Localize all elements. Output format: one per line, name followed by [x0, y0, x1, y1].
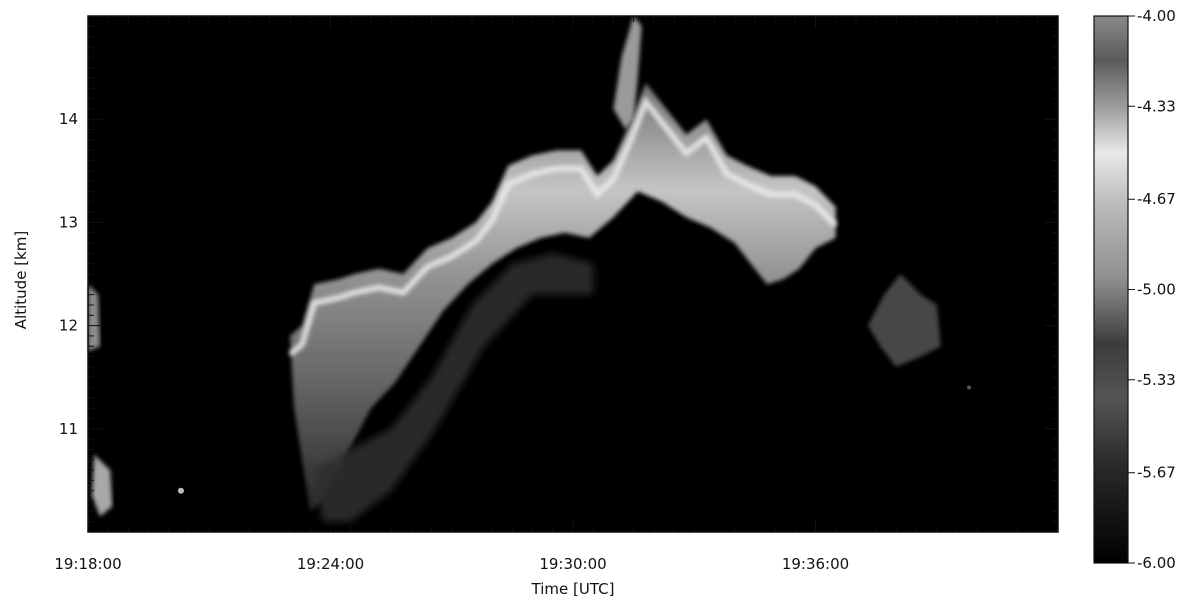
- colorbar-ticks: [1128, 15, 1135, 564]
- y-axis-ticks: [88, 15, 1058, 533]
- x-axis-tick-labels: 19:18:00 19:24:00 19:30:00 19:36:00: [54, 555, 849, 573]
- y-tick-label: 12: [59, 317, 78, 335]
- x-tick-label: 19:30:00: [539, 555, 606, 573]
- colorbar-gradient: [1093, 15, 1129, 564]
- x-axis-ticks: [87, 16, 1059, 532]
- cloud-speck: [177, 487, 184, 494]
- colorbar-tick-labels: -4.00 -4.33 -4.67 -5.00 -5.33 -5.67 -6.00: [1137, 7, 1176, 572]
- cloud-plume-spike: [613, 16, 642, 130]
- cloud-speck: [967, 385, 972, 390]
- x-tick-label: 19:36:00: [782, 555, 849, 573]
- cloud-bright-core: [288, 95, 838, 357]
- colorbar-tick-label: -6.00: [1137, 554, 1176, 572]
- y-axis-title: Altitude [km]: [12, 231, 30, 329]
- cloud-low-left-patch: [92, 454, 113, 517]
- y-tick-label: 11: [59, 420, 78, 438]
- colorbar-tick-label: -5.67: [1137, 464, 1176, 482]
- colorbar-tick-label: -5.33: [1137, 371, 1176, 389]
- cloud-fringe: [314, 253, 594, 522]
- y-tick-label: 13: [59, 213, 78, 231]
- cloud-secondary-patch: [868, 274, 941, 367]
- plot-area: 19:18:00 19:24:00 19:30:00 19:36:00 1112131…: [54, 15, 1059, 573]
- colorbar-tick-label: -4.00: [1137, 7, 1176, 25]
- colorbar-tick-label: -4.67: [1137, 190, 1176, 208]
- colorbar: -4.00 -4.33 -4.67 -5.00 -5.33 -5.67 -6.00: [1093, 7, 1176, 572]
- x-axis-title: Time [UTC]: [531, 580, 615, 598]
- cloud-main-layer: [290, 83, 836, 512]
- x-tick-label: 19:18:00: [54, 555, 121, 573]
- cloud-edge-patch: [88, 284, 101, 352]
- colorbar-tick-label: -5.00: [1137, 281, 1176, 299]
- colorbar-tick-label: -4.33: [1137, 97, 1176, 115]
- x-tick-label: 19:24:00: [297, 555, 364, 573]
- y-tick-label: 14: [59, 110, 78, 128]
- y-axis-tick-labels: 11 12 13 14: [59, 110, 78, 438]
- cloud-features: [88, 16, 972, 522]
